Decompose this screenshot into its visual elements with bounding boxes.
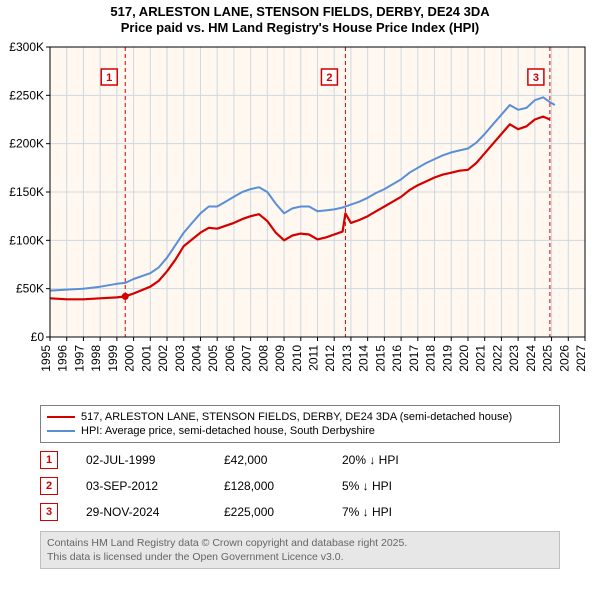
y-tick-label: £200K (9, 136, 44, 150)
legend-item: 517, ARLESTON LANE, STENSON FIELDS, DERB… (47, 410, 553, 424)
y-tick-label: £100K (9, 233, 44, 247)
x-tick-label: 1998 (89, 344, 103, 371)
x-tick-label: 1999 (106, 344, 120, 371)
x-tick-label: 2027 (574, 344, 588, 371)
chart-area: 123£0£50K£100K£150K£200K£250K£300K199519… (0, 39, 600, 399)
marker-row: 3 29-NOV-2024 £225,000 7% ↓ HPI (40, 499, 560, 525)
title-line-2: Price paid vs. HM Land Registry's House … (0, 20, 600, 36)
x-tick-label: 2018 (424, 344, 438, 371)
x-tick-label: 2013 (340, 344, 354, 371)
x-tick-label: 2024 (524, 344, 538, 371)
y-tick-label: £250K (9, 88, 44, 102)
x-tick-label: 2025 (541, 344, 555, 371)
x-tick-label: 2007 (240, 344, 254, 371)
marker-badge-number: 1 (106, 72, 112, 84)
x-tick-label: 2001 (139, 344, 153, 371)
marker-row: 1 02-JUL-1999 £42,000 20% ↓ HPI (40, 447, 560, 473)
x-tick-label: 2026 (557, 344, 571, 371)
x-tick-label: 2011 (307, 344, 321, 370)
property-marker-dot (122, 292, 129, 299)
y-tick-label: £150K (9, 185, 44, 199)
title-line-1: 517, ARLESTON LANE, STENSON FIELDS, DERB… (0, 4, 600, 20)
marker-row-price: £225,000 (224, 505, 314, 519)
x-tick-label: 2023 (507, 344, 521, 371)
x-tick-label: 1995 (39, 344, 53, 371)
attribution-line-2: This data is licensed under the Open Gov… (47, 550, 553, 564)
marker-row-badge: 3 (40, 503, 58, 521)
marker-row-delta: 5% ↓ HPI (342, 479, 560, 493)
x-tick-label: 2017 (407, 344, 421, 371)
legend-label: 517, ARLESTON LANE, STENSON FIELDS, DERB… (81, 411, 512, 423)
attribution-note: Contains HM Land Registry data © Crown c… (40, 531, 560, 569)
attribution-line-1: Contains HM Land Registry data © Crown c… (47, 536, 553, 550)
marker-table: 1 02-JUL-1999 £42,000 20% ↓ HPI 2 03-SEP-2012… (40, 447, 560, 525)
marker-row-date: 29-NOV-2024 (86, 505, 196, 519)
y-tick-label: £0 (31, 330, 45, 344)
marker-row: 2 03-SEP-2012 £128,000 5% ↓ HPI (40, 473, 560, 499)
legend-swatch (47, 416, 75, 418)
figure-container: 517, ARLESTON LANE, STENSON FIELDS, DERB… (0, 0, 600, 569)
marker-row-date: 03-SEP-2012 (86, 479, 196, 493)
legend-swatch (47, 430, 75, 432)
x-tick-label: 2000 (123, 344, 137, 371)
marker-row-price: £42,000 (224, 453, 314, 467)
y-tick-label: £50K (16, 281, 44, 295)
marker-row-price: £128,000 (224, 479, 314, 493)
x-tick-label: 2012 (323, 344, 337, 371)
marker-row-delta: 7% ↓ HPI (342, 505, 560, 519)
legend-item: HPI: Average price, semi-detached house,… (47, 424, 553, 438)
x-tick-label: 2015 (373, 344, 387, 371)
x-tick-label: 1997 (72, 344, 86, 371)
marker-row-delta: 20% ↓ HPI (342, 453, 560, 467)
x-tick-label: 2003 (173, 344, 187, 371)
x-tick-label: 1996 (56, 344, 70, 371)
x-tick-label: 2004 (189, 344, 203, 371)
x-tick-label: 2006 (223, 344, 237, 371)
marker-badge-number: 2 (326, 72, 332, 84)
legend: 517, ARLESTON LANE, STENSON FIELDS, DERB… (40, 405, 560, 443)
x-tick-label: 2016 (390, 344, 404, 371)
y-tick-label: £300K (9, 40, 44, 54)
chart-title: 517, ARLESTON LANE, STENSON FIELDS, DERB… (0, 0, 600, 39)
x-tick-label: 2020 (457, 344, 471, 371)
x-tick-label: 2014 (357, 344, 371, 371)
x-tick-label: 2019 (440, 344, 454, 371)
legend-label: HPI: Average price, semi-detached house,… (81, 425, 375, 437)
x-tick-label: 2022 (490, 344, 504, 371)
marker-row-date: 02-JUL-1999 (86, 453, 196, 467)
marker-row-badge: 1 (40, 451, 58, 469)
x-tick-label: 2021 (474, 344, 488, 371)
x-tick-label: 2009 (273, 344, 287, 371)
x-tick-label: 2002 (156, 344, 170, 371)
x-tick-label: 2008 (256, 344, 270, 371)
marker-row-badge: 2 (40, 477, 58, 495)
x-tick-label: 2005 (206, 344, 220, 371)
x-tick-label: 2010 (290, 344, 304, 371)
marker-badge-number: 3 (533, 72, 539, 84)
line-chart-svg: 123£0£50K£100K£150K£200K£250K£300K199519… (0, 39, 600, 399)
